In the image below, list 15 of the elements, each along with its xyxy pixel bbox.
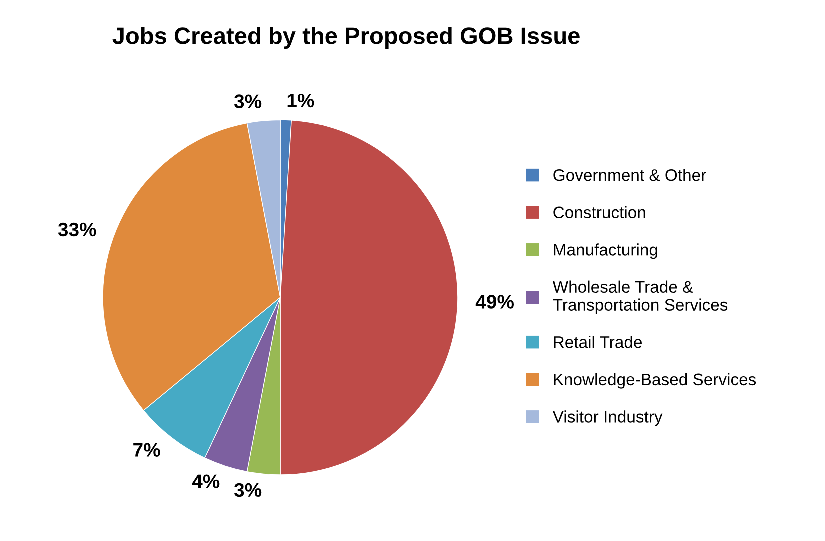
data-label: 3% bbox=[234, 94, 262, 108]
data-label: 4% bbox=[192, 474, 220, 488]
legend-label: Retail Trade bbox=[554, 336, 642, 348]
legend-label: Construction bbox=[554, 206, 646, 219]
legend-label: Wholesale Trade & Transportation Services bbox=[552, 280, 728, 314]
data-label: 49% bbox=[476, 295, 514, 309]
data-label: 7% bbox=[134, 443, 160, 457]
legend-label: Visitor Industry bbox=[552, 410, 663, 426]
chart-title: Jobs Created by the Proposed GOB Issue bbox=[112, 27, 580, 50]
legend-label: Government & Other bbox=[554, 169, 706, 182]
data-label: 3% bbox=[234, 483, 262, 498]
data-label: 1% bbox=[288, 94, 314, 108]
data-label: 33% bbox=[58, 222, 96, 237]
legend-label: Manufacturing bbox=[554, 244, 658, 260]
legend-label: Knowledge-Based Services bbox=[554, 373, 756, 389]
